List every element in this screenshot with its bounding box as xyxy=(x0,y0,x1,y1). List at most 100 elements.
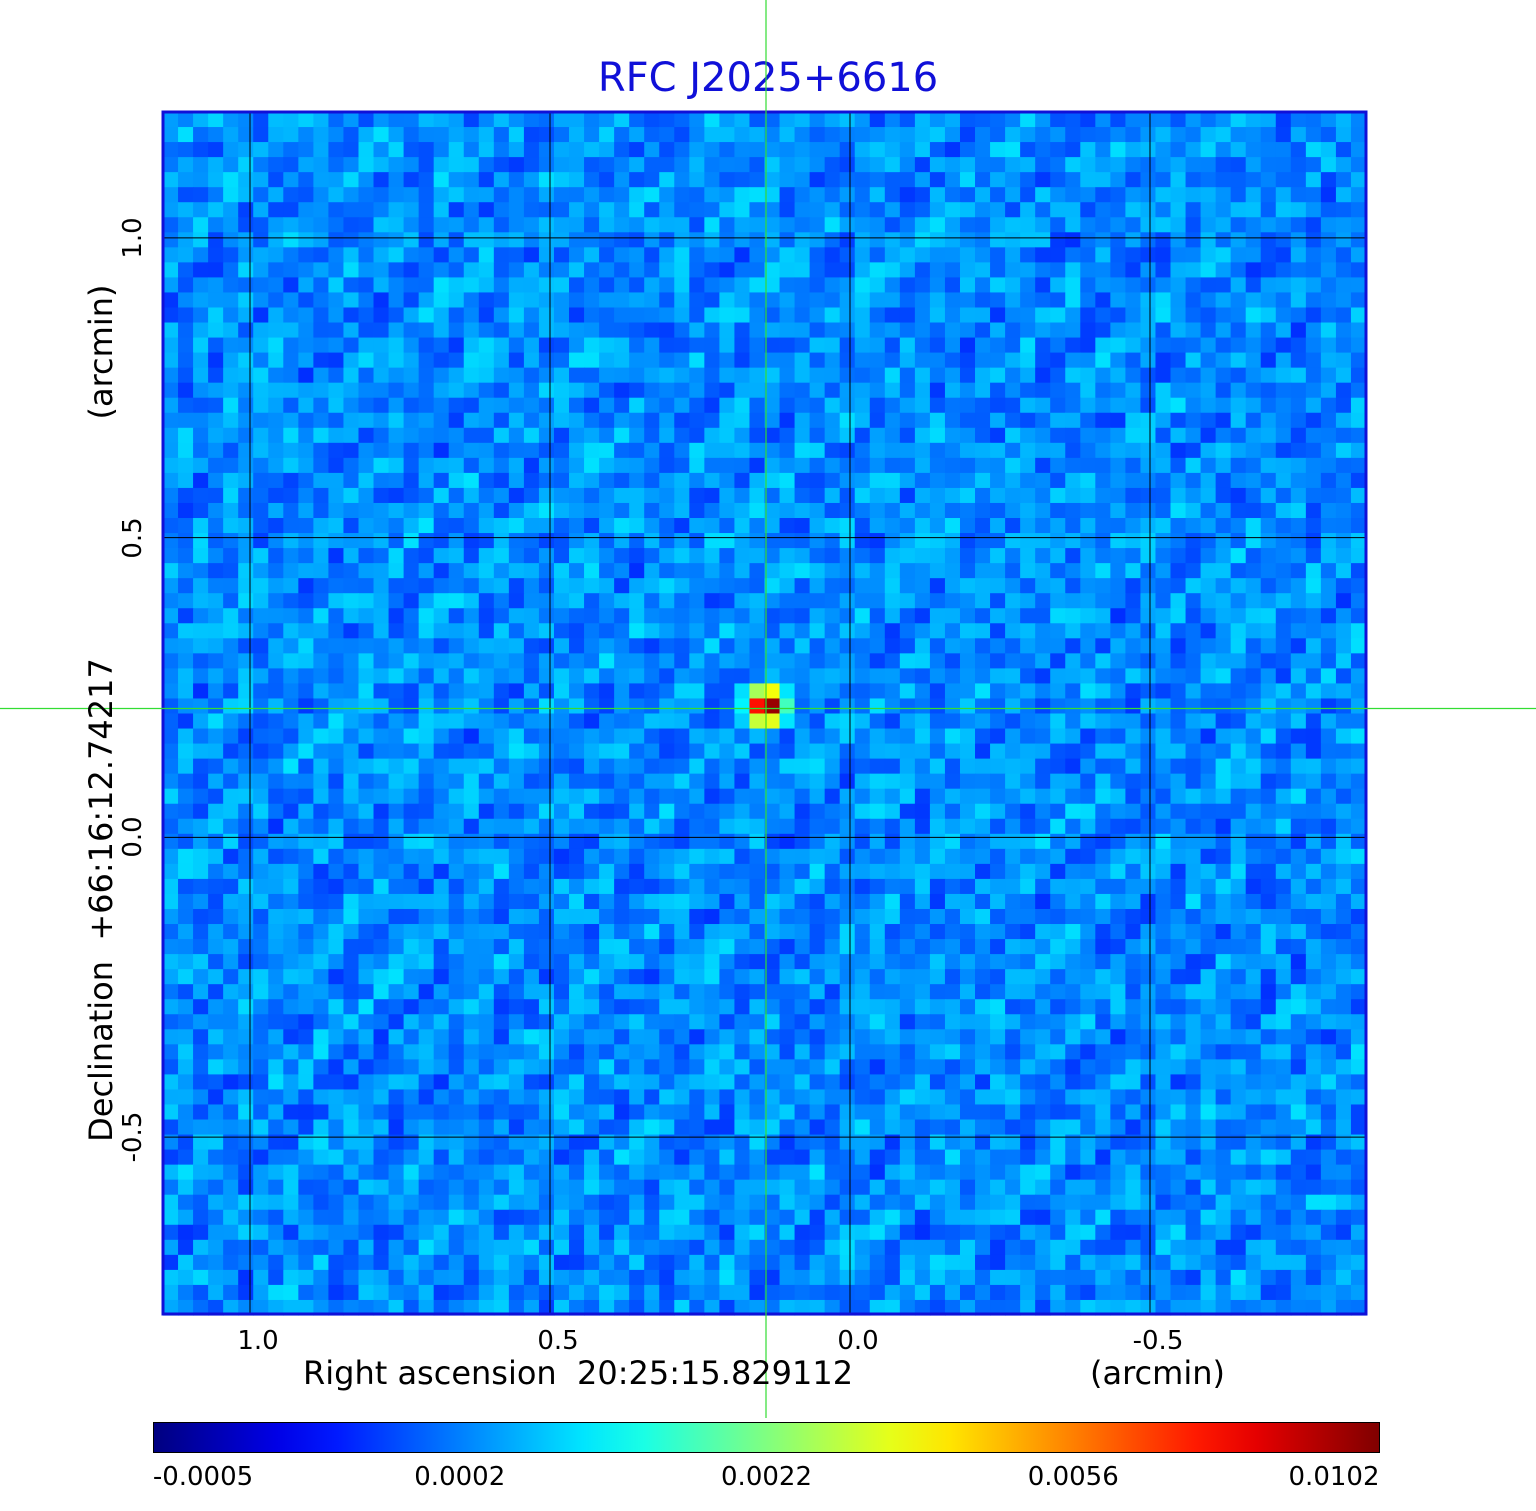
image-pixel xyxy=(854,698,871,715)
image-pixel xyxy=(1065,157,1081,173)
image-pixel xyxy=(1050,112,1066,128)
image-pixel xyxy=(403,608,420,624)
image-pixel xyxy=(914,908,931,925)
image-pixel xyxy=(283,713,299,730)
image-pixel xyxy=(629,743,645,760)
image-pixel xyxy=(1005,999,1021,1015)
image-pixel xyxy=(884,533,901,549)
image-pixel xyxy=(794,1029,811,1045)
image-pixel xyxy=(313,1014,330,1030)
image-pixel xyxy=(1050,698,1066,715)
image-pixel xyxy=(553,142,570,158)
image-pixel xyxy=(1170,1029,1187,1045)
image-pixel xyxy=(734,548,751,564)
image-pixel xyxy=(1125,683,1142,700)
image-pixel xyxy=(463,954,480,970)
image-pixel xyxy=(614,397,630,414)
image-pixel xyxy=(1230,833,1247,850)
image-pixel xyxy=(433,202,450,218)
image-pixel xyxy=(193,548,209,564)
image-pixel xyxy=(1110,307,1126,324)
image-pixel xyxy=(1020,563,1036,579)
image-pixel xyxy=(313,247,330,263)
image-pixel xyxy=(704,548,720,564)
image-pixel xyxy=(433,427,450,444)
image-pixel xyxy=(959,969,976,985)
image-pixel xyxy=(253,337,269,354)
image-pixel xyxy=(1080,187,1096,203)
image-pixel xyxy=(388,157,405,173)
image-pixel xyxy=(1230,788,1247,805)
image-pixel xyxy=(824,698,841,715)
image-pixel xyxy=(764,112,781,128)
image-pixel xyxy=(584,502,600,519)
image-pixel xyxy=(1215,668,1232,685)
image-pixel xyxy=(854,382,871,399)
image-pixel xyxy=(193,728,209,745)
image-pixel xyxy=(944,127,961,143)
image-pixel xyxy=(734,848,751,865)
image-pixel xyxy=(1335,743,1352,760)
image-pixel xyxy=(734,1029,751,1045)
image-pixel xyxy=(223,548,239,564)
image-pixel xyxy=(1020,728,1036,745)
image-pixel xyxy=(1350,773,1367,790)
image-pixel xyxy=(944,773,961,790)
image-pixel xyxy=(990,172,1006,188)
image-pixel xyxy=(343,878,360,895)
image-pixel xyxy=(839,563,856,579)
image-pixel xyxy=(343,818,360,835)
image-pixel xyxy=(463,578,480,594)
image-pixel xyxy=(208,758,224,775)
image-pixel xyxy=(929,578,946,594)
image-pixel xyxy=(824,954,841,970)
image-pixel xyxy=(238,487,254,504)
image-pixel xyxy=(1020,217,1036,233)
image-pixel xyxy=(569,698,585,715)
image-pixel xyxy=(584,954,600,970)
image-pixel xyxy=(854,878,871,895)
image-pixel xyxy=(854,939,871,955)
image-pixel xyxy=(839,307,856,324)
image-pixel xyxy=(854,758,871,775)
image-pixel xyxy=(809,833,826,850)
image-pixel xyxy=(1245,999,1262,1015)
image-pixel xyxy=(584,337,600,354)
image-pixel xyxy=(809,247,826,263)
image-pixel xyxy=(1020,487,1036,504)
image-pixel xyxy=(779,623,796,639)
image-pixel xyxy=(418,848,435,865)
image-pixel xyxy=(1185,247,1202,263)
image-pixel xyxy=(764,803,781,820)
image-pixel xyxy=(674,1014,690,1030)
image-pixel xyxy=(1260,803,1277,820)
image-pixel xyxy=(1005,924,1021,940)
image-pixel xyxy=(734,142,751,158)
image-pixel xyxy=(674,187,690,203)
image-pixel xyxy=(1020,187,1036,203)
image-pixel xyxy=(388,984,405,1000)
image-pixel xyxy=(764,743,781,760)
image-pixel xyxy=(1230,984,1247,1000)
image-pixel xyxy=(433,563,450,579)
image-pixel xyxy=(388,367,405,384)
image-pixel xyxy=(1245,984,1262,1000)
image-pixel xyxy=(884,352,901,369)
image-pixel xyxy=(854,638,871,654)
image-pixel xyxy=(373,518,390,534)
image-pixel xyxy=(674,157,690,173)
image-pixel xyxy=(343,623,360,639)
image-pixel xyxy=(629,818,645,835)
image-pixel xyxy=(448,187,465,203)
image-pixel xyxy=(704,217,720,233)
image-pixel xyxy=(824,142,841,158)
image-pixel xyxy=(448,863,465,880)
image-pixel xyxy=(1170,247,1187,263)
image-pixel xyxy=(178,788,194,805)
image-pixel xyxy=(523,698,540,715)
image-pixel xyxy=(1335,773,1352,790)
image-pixel xyxy=(749,728,766,745)
image-pixel xyxy=(959,818,976,835)
image-pixel xyxy=(298,863,314,880)
image-pixel xyxy=(193,608,209,624)
